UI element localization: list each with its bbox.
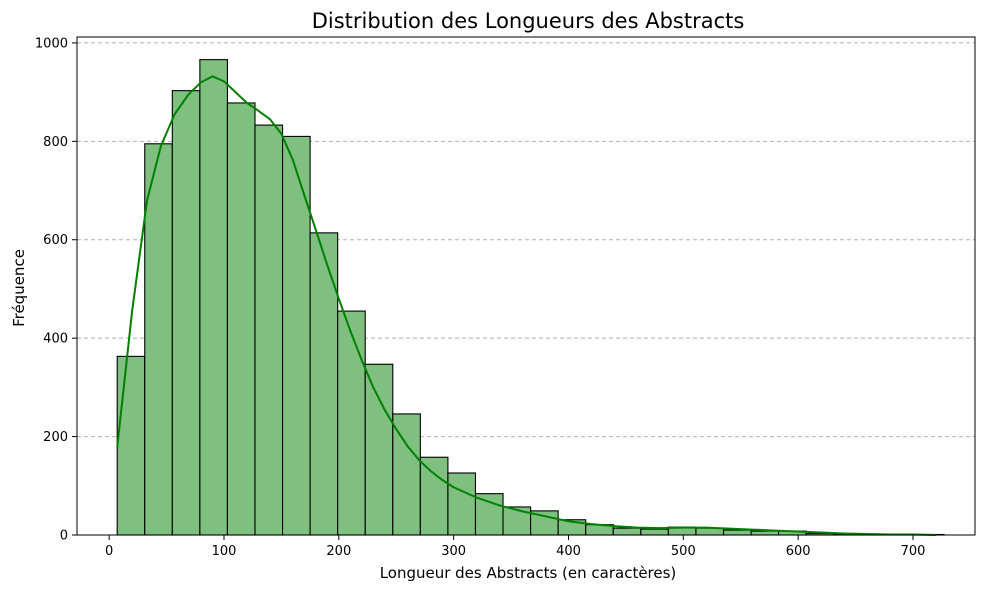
x-tick-label-500: 500 (671, 544, 696, 559)
plot-frame (76, 36, 976, 536)
x-tick-label-200: 200 (326, 544, 351, 559)
y-axis-ticks: 0 200 400 600 800 1000 (35, 36, 77, 544)
x-tick-label-100: 100 (212, 544, 237, 559)
histogram-bar-22 (722, 529, 752, 536)
histogram-bar-5 (254, 124, 284, 536)
y-tick-label-400: 400 (43, 332, 68, 347)
histogram-bar-18 (612, 527, 642, 536)
chart-title: Distribution des Longueurs des Abstracts (312, 9, 745, 33)
x-axis-ticks: 0 100 200 300 400 500 600 700 (105, 535, 925, 559)
histogram-bar-4 (226, 102, 256, 536)
x-tick-label-700: 700 (901, 544, 926, 559)
histogram-bar-8 (337, 310, 366, 536)
histogram-bar-7 (309, 232, 339, 536)
x-tick-label-300: 300 (441, 544, 466, 559)
y-tick-label-1000: 1000 (35, 36, 68, 51)
x-tick-label-400: 400 (556, 544, 581, 559)
histogram-bar-3 (199, 59, 228, 536)
kde-curve (116, 75, 936, 536)
histogram-bar-23 (750, 530, 780, 536)
histogram-bar-11 (419, 456, 449, 536)
histogram-bar-2 (171, 90, 201, 536)
histogram-bar-6 (282, 135, 311, 536)
histogram-bar-19 (640, 528, 669, 536)
histogram-bar-10 (392, 413, 421, 536)
x-tick-label-0: 0 (105, 544, 113, 559)
histogram-bar-0 (116, 355, 146, 536)
y-tick-label-600: 600 (43, 233, 68, 248)
bar-layer (116, 59, 945, 536)
x-axis-title: Longueur des Abstracts (en caractères) (380, 564, 677, 582)
y-tick-label-200: 200 (43, 430, 68, 445)
histogram-bar-13 (474, 493, 504, 536)
y-tick-label-0: 0 (60, 529, 68, 544)
histogram-bar-9 (364, 363, 394, 536)
y-axis-title: Fréquence (10, 249, 28, 327)
y-tick-label-800: 800 (43, 135, 68, 150)
histogram-bar-14 (502, 506, 532, 536)
x-tick-label-600: 600 (786, 544, 811, 559)
histogram-bar-1 (144, 143, 173, 536)
histogram-bar-12 (447, 472, 477, 536)
